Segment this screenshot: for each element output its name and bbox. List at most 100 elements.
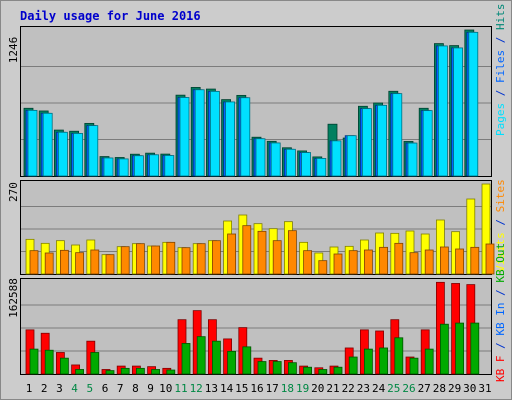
bar-mid-sites-day-13: [211, 240, 221, 275]
x-label-day-15: 15: [235, 382, 248, 395]
bar-top-pages-day-9: [149, 154, 160, 177]
bar-bot-kb-out-day-2: [44, 349, 54, 375]
bar-bot-kb-out-day-25: [394, 337, 404, 375]
bar-mid-sites-day-24: [379, 246, 389, 275]
x-label-day-6: 6: [102, 382, 109, 395]
bar-mid-sites-day-7: [120, 246, 130, 275]
bar-bot-kb-out-day-8: [135, 367, 145, 375]
bar-mid-sites-day-17: [272, 240, 282, 275]
bar-bot-kb-out-day-9: [151, 369, 161, 375]
x-label-day-8: 8: [132, 382, 139, 395]
bar-bot-kb-out-day-28: [439, 323, 449, 375]
legend-mid-part-2: Sites: [494, 179, 507, 212]
bar-bot-kb-out-day-17: [272, 361, 282, 375]
x-label-day-31: 31: [478, 382, 491, 395]
x-label-day-9: 9: [147, 382, 154, 395]
bar-top-pages-day-7: [118, 158, 129, 177]
bar-bot-kb-out-day-18: [287, 362, 297, 375]
bar-top-pages-day-26: [407, 142, 418, 177]
bar-mid-sites-day-16: [257, 230, 267, 275]
bar-top-pages-day-18: [285, 148, 296, 177]
x-label-day-26: 26: [402, 382, 415, 395]
legend-bot-part-2: KB In: [494, 303, 507, 336]
bar-bot-kb-out-day-20: [318, 369, 328, 375]
bot-legend: KB F / KB In / KB Out: [494, 243, 507, 382]
mid-legend: Visits / Sites: [494, 179, 507, 272]
bar-top-pages-day-4: [73, 133, 83, 177]
bar-bot-kb-out-day-6: [105, 370, 115, 375]
chart-title: Daily usage for June 2016: [20, 9, 201, 23]
bar-top-pages-day-19: [301, 152, 312, 177]
bar-top-pages-day-10: [164, 155, 175, 177]
bar-mid-sites-day-6: [105, 254, 115, 275]
x-label-day-11: 11: [174, 382, 187, 395]
bar-bot-kb-out-day-12: [196, 336, 206, 375]
bar-bot-kb-out-day-3: [60, 357, 69, 375]
bar-mid-sites-day-12: [196, 243, 206, 275]
legend-top-part-3: /: [494, 30, 507, 50]
bar-top-pages-day-24: [377, 104, 388, 177]
x-label-day-16: 16: [250, 382, 263, 395]
bar-mid-sites-day-26: [409, 252, 419, 275]
x-label-day-13: 13: [205, 382, 218, 395]
x-label-day-5: 5: [86, 382, 93, 395]
bar-bot-kb-out-day-19: [303, 366, 313, 375]
bar-mid-sites-day-15: [242, 225, 252, 275]
legend-mid-part-1: /: [494, 212, 507, 232]
bar-mid-sites-day-1: [29, 250, 39, 275]
bar-top-pages-day-11: [179, 97, 190, 177]
bar-top-pages-day-6: [103, 157, 114, 177]
x-label-day-1: 1: [26, 382, 33, 395]
bar-bot-kb-out-day-24: [379, 347, 389, 375]
bars: [23, 29, 495, 375]
bar-mid-sites-day-20: [318, 260, 328, 275]
x-label-day-2: 2: [41, 382, 48, 395]
bar-top-pages-day-8: [133, 155, 144, 177]
bar-top-pages-day-1: [27, 109, 38, 177]
x-label-day-30: 30: [463, 382, 476, 395]
bar-top-pages-day-22: [346, 135, 357, 177]
bar-mid-sites-day-27: [424, 249, 434, 275]
bar-bot-kb-out-day-7: [120, 367, 130, 375]
x-label-day-12: 12: [190, 382, 203, 395]
x-label-day-25: 25: [387, 382, 400, 395]
bar-mid-sites-day-22: [348, 250, 358, 275]
bar-top-pages-day-23: [361, 108, 372, 177]
x-label-day-19: 19: [296, 382, 309, 395]
bar-top-pages-day-16: [255, 138, 266, 177]
bar-top-pages-day-30: [468, 31, 479, 177]
legend-bot-part-4: KB Out: [494, 243, 507, 283]
bar-mid-sites-day-9: [151, 245, 161, 275]
bar-bot-kb-out-day-10: [166, 369, 176, 375]
bar-top-pages-day-13: [209, 90, 220, 177]
bar-bot-kb-out-day-5: [90, 352, 100, 375]
x-label-day-23: 23: [357, 382, 370, 395]
bar-mid-sites-day-3: [60, 249, 69, 275]
mid-max-label: 270: [7, 182, 20, 202]
bar-mid-sites-day-18: [287, 230, 297, 275]
bar-top-pages-day-20: [316, 158, 327, 177]
bot-max-label: 162588: [7, 278, 20, 318]
x-label-day-28: 28: [433, 382, 446, 395]
bar-mid-sites-day-19: [303, 250, 313, 275]
bar-top-pages-day-17: [270, 142, 281, 177]
bar-top-pages-day-25: [392, 93, 403, 177]
x-label-day-14: 14: [220, 382, 234, 395]
legend-mid-part-0: Visits: [494, 232, 507, 272]
x-label-day-17: 17: [266, 382, 279, 395]
bar-bot-kb-out-day-16: [257, 361, 267, 375]
bar-top-pages-day-27: [422, 110, 433, 177]
bar-bot-kb-out-day-29: [455, 322, 465, 375]
x-label-day-29: 29: [448, 382, 461, 395]
bar-bot-kb-out-day-15: [242, 346, 252, 375]
bar-top-pages-day-14: [225, 101, 236, 177]
x-label-day-27: 27: [418, 382, 431, 395]
bar-mid-sites-day-21: [333, 253, 343, 275]
bar-bot-kb-out-day-14: [227, 350, 237, 375]
x-label-day-18: 18: [281, 382, 294, 395]
bar-mid-sites-day-28: [439, 246, 449, 275]
x-label-day-21: 21: [326, 382, 339, 395]
bar-bot-kb-out-day-30: [470, 322, 480, 375]
bar-bot-kb-out-day-4: [75, 369, 84, 375]
